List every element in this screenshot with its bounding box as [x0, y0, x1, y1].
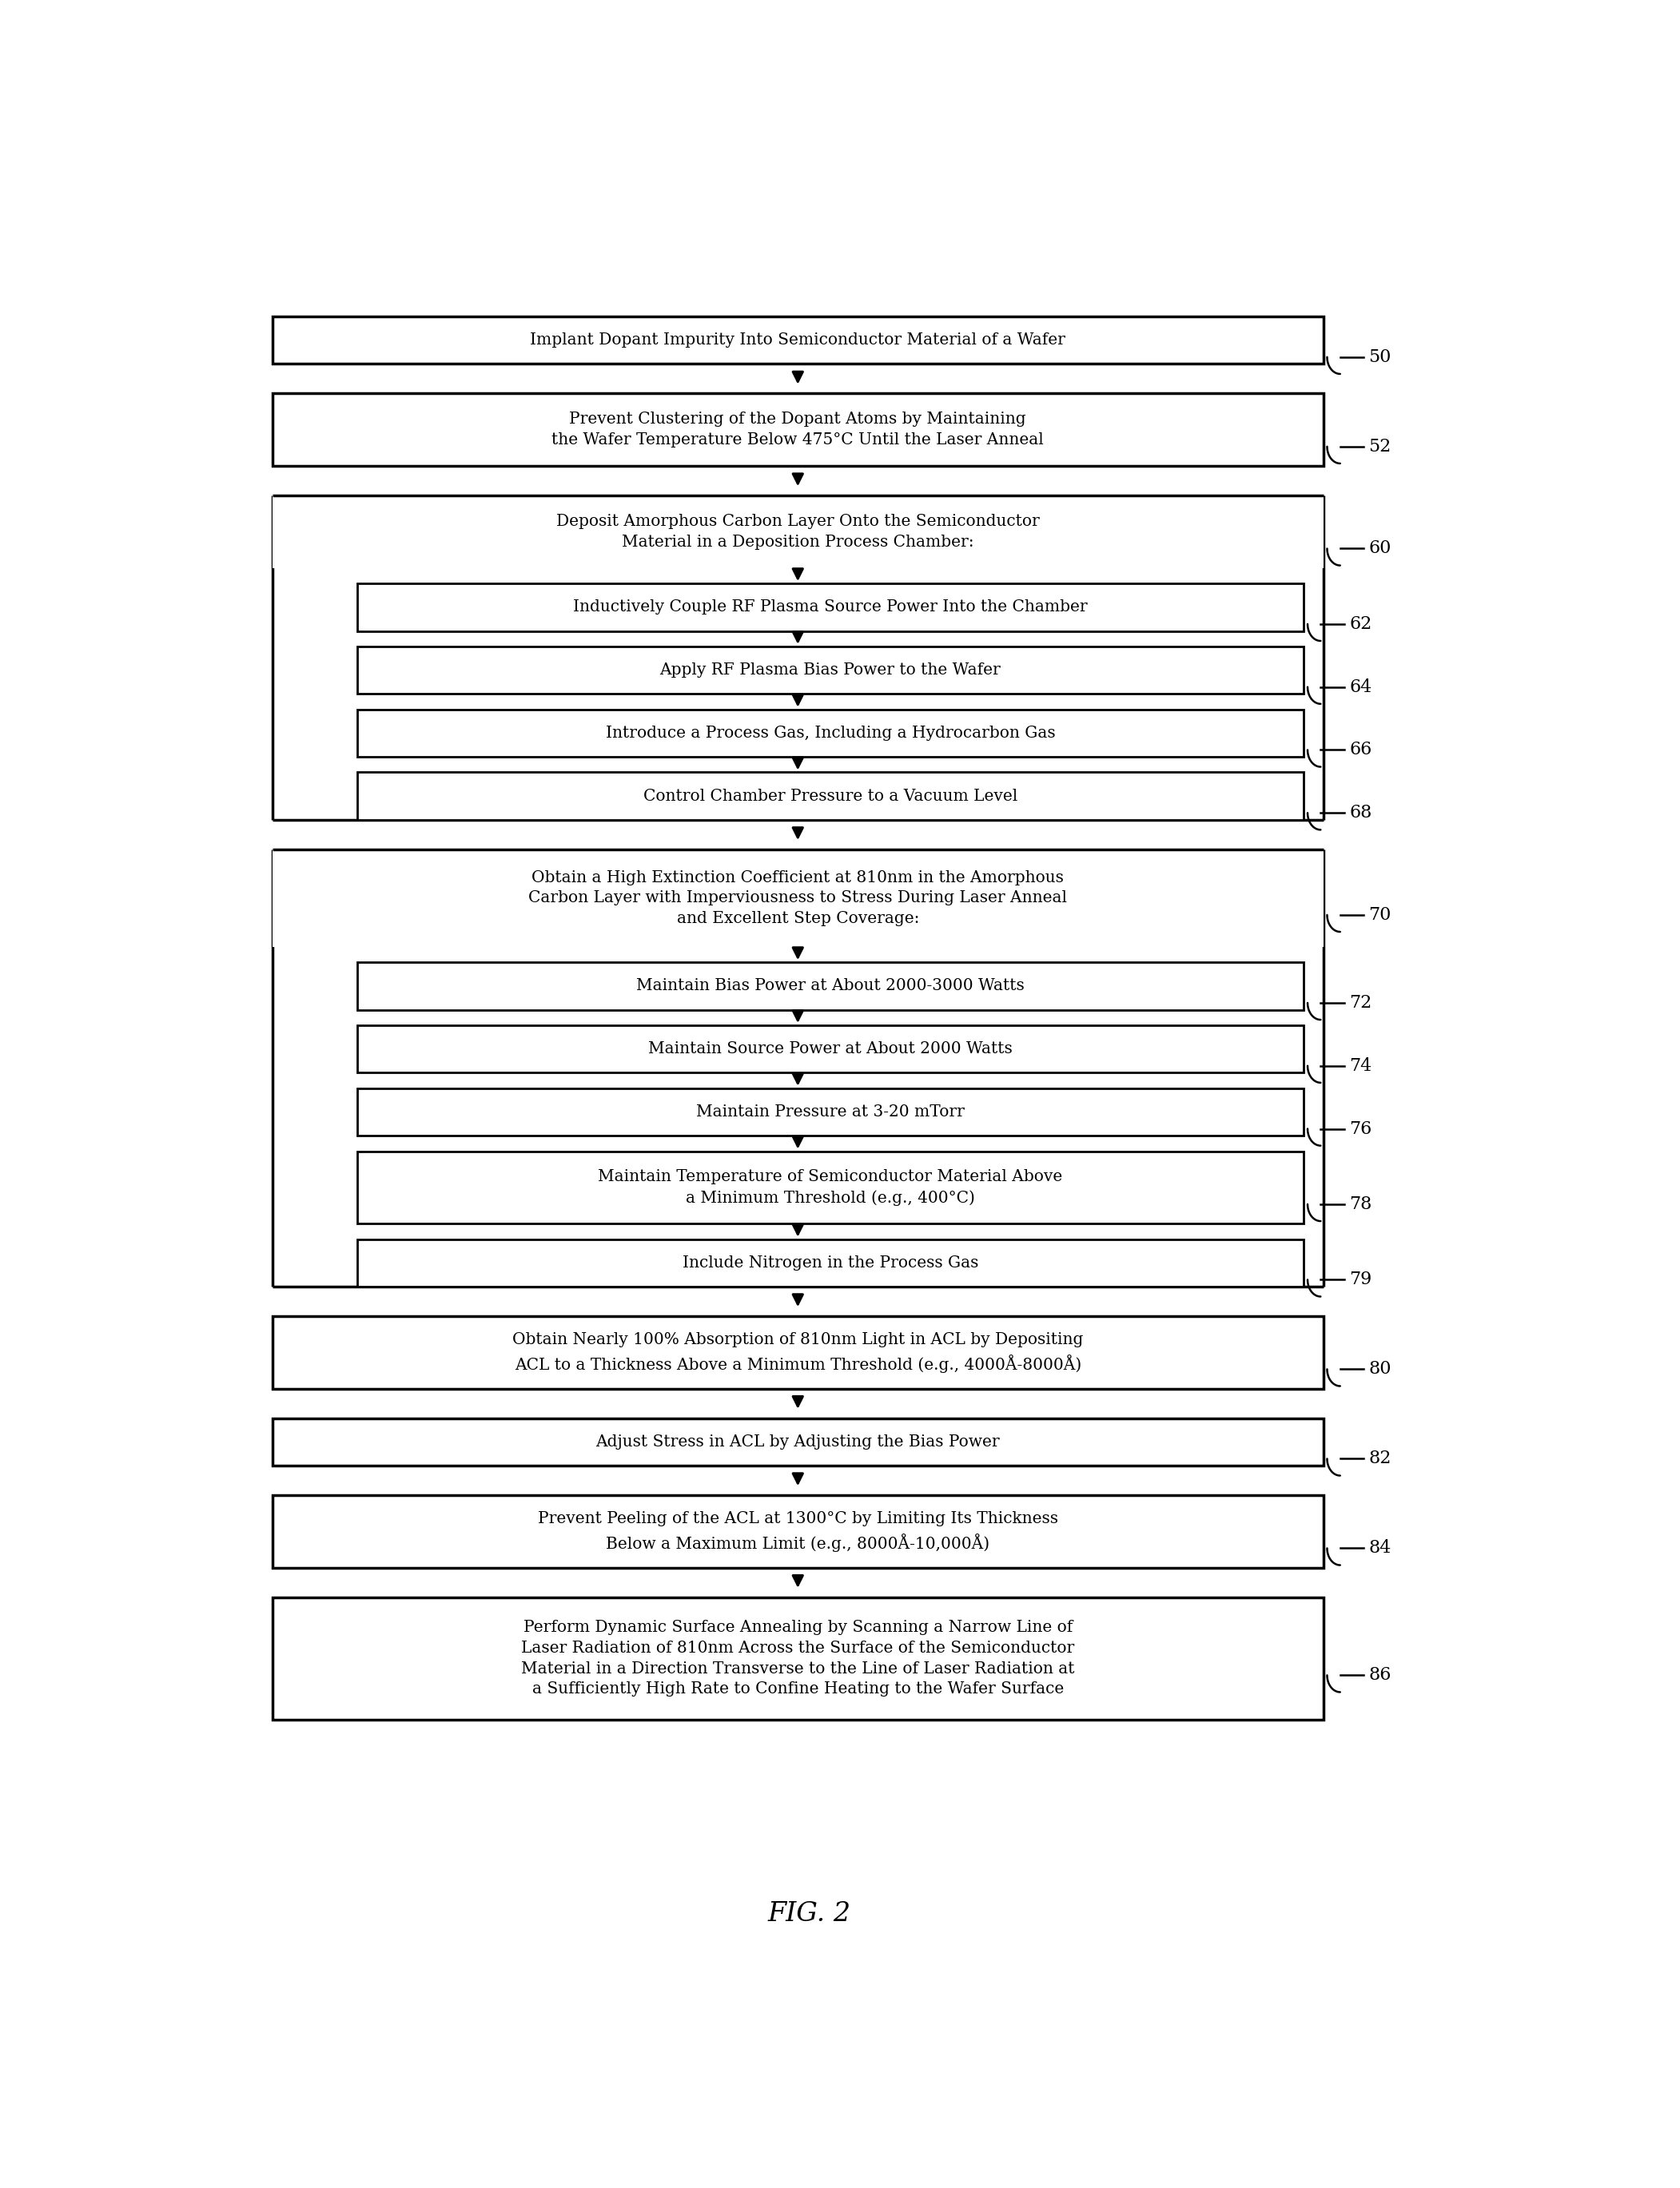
Text: 76: 76 — [1349, 1120, 1373, 1138]
Bar — [272, 1418, 1324, 1466]
Text: FIG. 2: FIG. 2 — [768, 1901, 850, 1925]
Bar — [358, 709, 1304, 757]
Text: 66: 66 — [1349, 742, 1373, 759]
Bar — [358, 963, 1304, 1011]
Text: 72: 72 — [1349, 993, 1373, 1011]
Bar — [272, 849, 1324, 947]
Bar — [272, 394, 1324, 466]
Text: 80: 80 — [1369, 1361, 1391, 1378]
Bar — [272, 494, 1324, 569]
Text: Include Nitrogen in the Process Gas: Include Nitrogen in the Process Gas — [682, 1256, 978, 1271]
Text: Prevent Peeling of the ACL at 1300°C by Limiting Its Thickness
Below a Maximum L: Prevent Peeling of the ACL at 1300°C by … — [538, 1512, 1058, 1551]
Text: 84: 84 — [1369, 1540, 1391, 1558]
Text: Obtain Nearly 100% Absorption of 810nm Light in ACL by Depositing
ACL to a Thick: Obtain Nearly 100% Absorption of 810nm L… — [512, 1332, 1084, 1372]
Text: Apply RF Plasma Bias Power to the Wafer: Apply RF Plasma Bias Power to the Wafer — [660, 663, 1001, 678]
Text: Maintain Temperature of Semiconductor Material Above
a Minimum Threshold (e.g., : Maintain Temperature of Semiconductor Ma… — [598, 1168, 1063, 1206]
Bar — [358, 1087, 1304, 1136]
Bar — [358, 584, 1304, 630]
Text: Obtain a High Extinction Coefficient at 810nm in the Amorphous
Carbon Layer with: Obtain a High Extinction Coefficient at … — [529, 871, 1067, 926]
Bar — [358, 1151, 1304, 1223]
Text: Deposit Amorphous Carbon Layer Onto the Semiconductor
Material in a Deposition P: Deposit Amorphous Carbon Layer Onto the … — [556, 514, 1040, 549]
Text: 68: 68 — [1349, 805, 1373, 823]
Text: Maintain Pressure at 3-20 mTorr: Maintain Pressure at 3-20 mTorr — [696, 1105, 964, 1120]
Text: Implant Dopant Impurity Into Semiconductor Material of a Wafer: Implant Dopant Impurity Into Semiconduct… — [531, 333, 1065, 348]
Text: 82: 82 — [1369, 1451, 1391, 1468]
Text: Maintain Bias Power at About 2000-3000 Watts: Maintain Bias Power at About 2000-3000 W… — [637, 978, 1025, 993]
Text: 86: 86 — [1369, 1667, 1391, 1685]
Bar — [272, 1317, 1324, 1389]
Bar — [358, 645, 1304, 694]
Text: Prevent Clustering of the Dopant Atoms by Maintaining
the Wafer Temperature Belo: Prevent Clustering of the Dopant Atoms b… — [551, 411, 1043, 449]
Bar — [272, 317, 1324, 363]
Text: 64: 64 — [1349, 678, 1373, 696]
Text: 79: 79 — [1349, 1271, 1373, 1289]
Text: Perform Dynamic Surface Annealing by Scanning a Narrow Line of
Laser Radiation o: Perform Dynamic Surface Annealing by Sca… — [521, 1619, 1075, 1698]
Text: 52: 52 — [1369, 438, 1391, 455]
Text: 78: 78 — [1349, 1195, 1373, 1212]
Bar — [358, 1026, 1304, 1072]
Bar — [272, 1494, 1324, 1567]
Text: Adjust Stress in ACL by Adjusting the Bias Power: Adjust Stress in ACL by Adjusting the Bi… — [596, 1435, 1000, 1448]
Text: 50: 50 — [1369, 348, 1391, 365]
Text: 70: 70 — [1369, 906, 1391, 923]
Text: Introduce a Process Gas, Including a Hydrocarbon Gas: Introduce a Process Gas, Including a Hyd… — [605, 726, 1055, 742]
Text: Maintain Source Power at About 2000 Watts: Maintain Source Power at About 2000 Watt… — [648, 1041, 1013, 1057]
Text: 60: 60 — [1369, 540, 1391, 558]
Text: Control Chamber Pressure to a Vacuum Level: Control Chamber Pressure to a Vacuum Lev… — [643, 788, 1018, 803]
Text: 62: 62 — [1349, 615, 1373, 632]
Bar — [358, 1238, 1304, 1287]
Bar — [272, 1597, 1324, 1720]
Text: Inductively Couple RF Plasma Source Power Into the Chamber: Inductively Couple RF Plasma Source Powe… — [573, 600, 1087, 615]
Bar — [358, 772, 1304, 820]
Text: 74: 74 — [1349, 1057, 1373, 1074]
